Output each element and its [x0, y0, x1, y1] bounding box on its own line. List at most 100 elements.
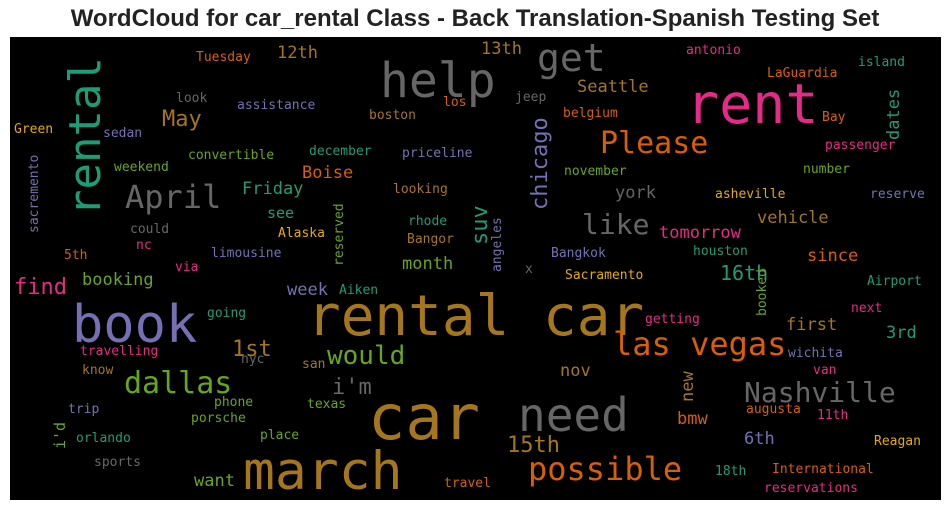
word-12: Please: [600, 126, 709, 161]
word-78: nc: [136, 238, 152, 253]
word-95: wichita: [788, 346, 843, 361]
word-41: 6th: [744, 429, 775, 449]
word-101: porsche: [191, 411, 246, 426]
word-59: sedan: [103, 126, 143, 141]
word-52: jeep: [515, 90, 547, 105]
word-98: phone: [214, 395, 254, 410]
word-64: convertible: [188, 148, 275, 163]
word-42: dates: [884, 88, 904, 140]
word-10: possible: [528, 450, 683, 488]
word-31: 13th: [481, 39, 522, 59]
word-62: sacremento: [27, 154, 42, 233]
word-51: los: [443, 95, 467, 110]
word-25: Seattle: [577, 77, 649, 97]
word-104: orlando: [76, 431, 131, 446]
word-cloud: car rental car rent march book help need rental…: [10, 37, 941, 500]
word-5: help: [380, 53, 496, 109]
word-27: vehicle: [757, 208, 829, 228]
word-71: looking: [393, 182, 448, 197]
word-1: rental car: [307, 284, 645, 349]
word-94: san: [302, 357, 326, 372]
word-47: Reagan: [874, 434, 921, 449]
word-86: booked: [755, 269, 770, 316]
word-39: want: [194, 471, 235, 491]
word-13: dallas: [124, 366, 233, 401]
word-44: week: [287, 280, 328, 300]
word-82: 5th: [64, 248, 88, 263]
word-57: belgium: [563, 106, 618, 121]
word-55: LaGuardia: [767, 66, 838, 81]
word-29: first: [786, 315, 838, 335]
word-53: antonio: [686, 43, 741, 58]
word-30: 3rd: [886, 323, 917, 343]
word-3: march: [243, 441, 403, 500]
chart-title: WordCloud for car_rental Class - Back Tr…: [70, 5, 880, 32]
word-38: nov: [560, 361, 591, 381]
word-54: island: [858, 55, 905, 70]
word-73: could: [130, 222, 170, 237]
word-17: chicago: [528, 117, 553, 210]
word-49: assistance: [237, 98, 316, 113]
word-70: reserve: [870, 187, 925, 202]
word-87: Airport: [867, 274, 922, 289]
word-80: houston: [693, 244, 748, 259]
word-18: suv: [468, 205, 493, 245]
word-4: book: [72, 295, 198, 355]
word-21: find: [14, 275, 67, 300]
word-63: weekend: [114, 160, 169, 175]
word-40: bmw: [677, 409, 708, 429]
word-61: passenger: [825, 138, 896, 153]
word-46: i'd: [51, 421, 69, 449]
word-9: las vegas: [613, 325, 787, 363]
word-93: nyc: [241, 352, 265, 367]
word-67: november: [564, 164, 627, 179]
word-99: texas: [307, 397, 347, 412]
word-14: Nashville: [744, 376, 896, 409]
word-85: Sacramento: [565, 268, 644, 283]
word-34: Boise: [302, 163, 354, 183]
word-43: new: [678, 371, 698, 402]
word-81: Bangkok: [551, 246, 606, 261]
word-20: 15th: [507, 433, 560, 458]
word-72: reserved: [332, 203, 347, 266]
word-7: rental: [60, 57, 111, 216]
word-84: x: [525, 262, 533, 277]
word-105: place: [260, 428, 300, 443]
word-100: trip: [68, 402, 100, 417]
word-37: tomorrow: [659, 223, 741, 243]
word-97: know: [82, 363, 114, 378]
word-65: december: [309, 144, 372, 159]
word-108: International: [772, 462, 874, 477]
word-58: boston: [369, 108, 416, 123]
word-106: sports: [94, 455, 141, 470]
word-96: van: [813, 363, 837, 378]
word-24: 16th: [720, 261, 769, 285]
word-102: augusta: [746, 402, 801, 417]
word-75: angeles: [490, 217, 505, 272]
word-91: next: [851, 301, 883, 316]
word-68: number: [803, 162, 850, 177]
word-23: 1st: [232, 337, 272, 362]
word-33: Friday: [242, 179, 304, 199]
word-76: Alaska: [278, 226, 325, 241]
word-26: york: [615, 183, 656, 203]
word-107: 18th: [715, 464, 747, 479]
word-56: Bay: [822, 110, 846, 125]
word-45: see: [267, 204, 295, 222]
word-36: booking: [82, 270, 154, 290]
word-79: limousine: [211, 246, 282, 261]
word-11: April: [125, 178, 222, 216]
word-77: Bangor: [407, 232, 454, 247]
word-109: travel: [444, 476, 491, 491]
word-60: Green: [14, 122, 54, 137]
word-50: look: [176, 91, 208, 106]
word-103: 11th: [817, 408, 849, 423]
word-35: month: [402, 254, 454, 274]
word-83: via: [175, 260, 199, 275]
word-74: rhode: [408, 214, 448, 229]
word-2: rent: [686, 72, 819, 136]
word-19: May: [162, 107, 202, 132]
word-28: since: [807, 246, 859, 266]
word-22: i'm: [332, 375, 372, 400]
word-15: like: [582, 208, 650, 241]
